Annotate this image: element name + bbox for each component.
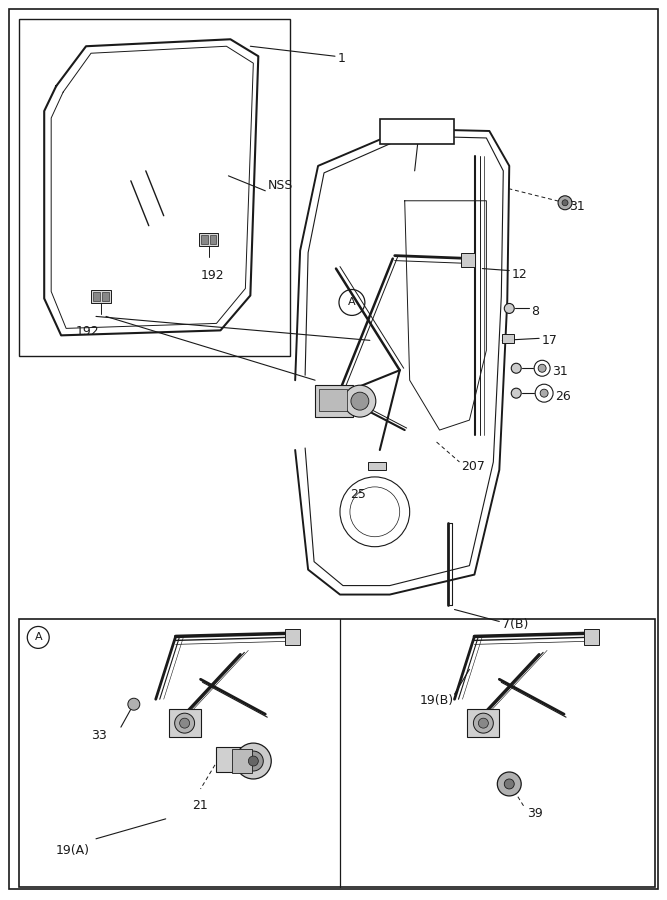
Bar (91, 291, 111, 303)
Text: 31: 31 (552, 365, 568, 378)
Circle shape (474, 713, 494, 734)
Text: 19(A): 19(A) (56, 844, 90, 857)
Bar (209, 235, 217, 244)
Text: 192: 192 (76, 326, 99, 338)
Bar (315, 385, 353, 417)
Circle shape (540, 389, 548, 397)
Bar (199, 233, 219, 246)
Text: 33: 33 (91, 729, 107, 742)
Circle shape (558, 196, 572, 210)
Bar (169, 709, 201, 737)
Circle shape (179, 718, 189, 728)
Bar (201, 235, 207, 244)
Bar (319, 389, 347, 411)
Text: 12: 12 (512, 267, 527, 281)
Text: 25: 25 (350, 488, 366, 501)
Circle shape (344, 385, 376, 417)
Bar (232, 749, 252, 773)
Circle shape (243, 752, 263, 771)
Circle shape (504, 303, 514, 313)
Text: 192: 192 (201, 268, 224, 282)
Text: A: A (348, 298, 356, 308)
Circle shape (512, 364, 521, 374)
Circle shape (498, 772, 521, 796)
Text: 17: 17 (542, 335, 558, 347)
Bar (584, 629, 599, 645)
Bar (19, 19, 290, 356)
Bar (462, 253, 476, 266)
Circle shape (248, 756, 258, 766)
Text: 26: 26 (555, 391, 571, 403)
Text: 7(B): 7(B) (502, 618, 529, 632)
Bar (19, 619, 654, 886)
Bar (93, 292, 100, 302)
Bar (502, 335, 514, 343)
Circle shape (351, 392, 369, 410)
Circle shape (478, 718, 488, 728)
Circle shape (512, 388, 521, 398)
Bar (468, 709, 500, 737)
Text: A: A (35, 633, 42, 643)
Circle shape (538, 364, 546, 373)
Text: 39: 39 (527, 807, 543, 820)
Bar (368, 462, 386, 470)
Bar (102, 292, 109, 302)
Bar (380, 119, 454, 144)
Circle shape (235, 743, 271, 779)
Text: 1: 1 (338, 52, 346, 65)
Text: 8: 8 (531, 305, 539, 319)
Text: 19(B): 19(B) (420, 694, 454, 707)
Text: 31: 31 (569, 200, 585, 212)
Text: 6−30: 6−30 (385, 121, 423, 135)
Bar (285, 629, 300, 645)
Circle shape (175, 713, 195, 734)
Circle shape (562, 200, 568, 206)
Text: 207: 207 (462, 460, 486, 473)
Circle shape (128, 698, 140, 710)
Circle shape (504, 779, 514, 789)
Bar (217, 747, 241, 772)
Text: 21: 21 (193, 799, 208, 812)
Text: NSS: NSS (267, 179, 293, 193)
